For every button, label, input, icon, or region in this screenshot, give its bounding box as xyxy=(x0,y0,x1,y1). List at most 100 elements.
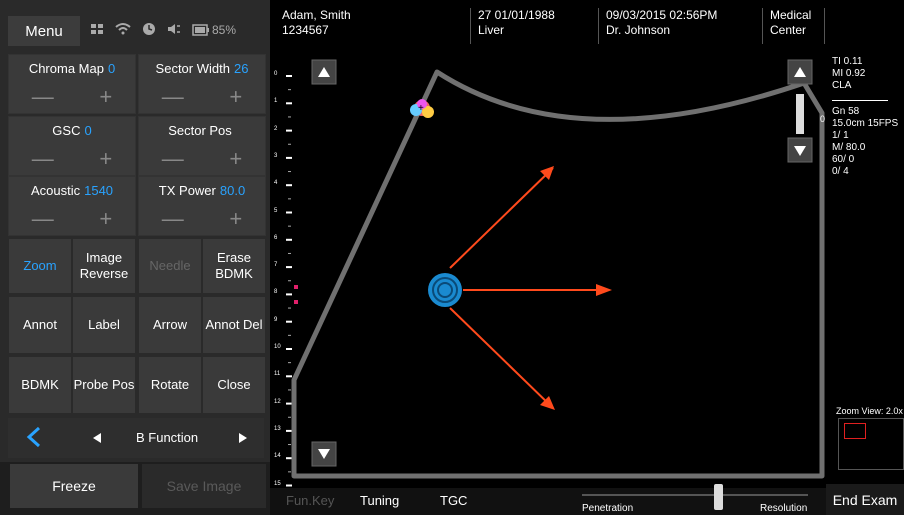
scroll-up-right-button[interactable] xyxy=(787,59,813,85)
depth-label: 8 xyxy=(274,289,278,296)
close-button[interactable]: Close xyxy=(202,356,266,414)
zoom-view-box[interactable] xyxy=(838,418,904,470)
penetration-resolution-track[interactable] xyxy=(582,494,808,496)
bdmk-button[interactable]: BDMK xyxy=(8,356,72,414)
ultrasound-image-area[interactable]: + xyxy=(270,46,832,488)
back-chevron-icon[interactable] xyxy=(26,426,42,453)
sector-width-control: Sector Width 26 — + xyxy=(138,54,266,114)
center-info: Medical Center xyxy=(770,8,811,38)
rotate-button[interactable]: Rotate xyxy=(138,356,202,414)
scroll-up-left-button[interactable] xyxy=(311,59,337,85)
gsc-minus-button[interactable]: — xyxy=(31,146,54,171)
clock-icon xyxy=(142,22,156,39)
probe-position-handle[interactable] xyxy=(428,273,462,307)
sector-pos-plus-button[interactable]: + xyxy=(229,146,243,171)
zoom-button[interactable]: Zoom xyxy=(8,238,72,294)
gsc-plus-button[interactable]: + xyxy=(99,146,113,171)
sector-pos-minus-button[interactable]: — xyxy=(161,146,184,171)
mi-value: MI 0.92 xyxy=(832,68,866,79)
patient-age-dob: 27 01/01/1988 xyxy=(478,8,555,22)
acoustic-plus-button[interactable]: + xyxy=(99,206,113,231)
tx-power-plus-button[interactable]: + xyxy=(229,206,243,231)
patient-name: Adam, Smith xyxy=(282,8,351,22)
next-triangle-icon[interactable] xyxy=(238,431,248,449)
depth-label: 5 xyxy=(274,207,278,214)
depth-label: 13 xyxy=(274,425,281,432)
acoustic-control: Acoustic 1540 — + xyxy=(8,176,136,236)
chroma-map-value: 0 xyxy=(107,61,116,76)
wifi-icon xyxy=(115,22,131,39)
annot-button[interactable]: Annot xyxy=(8,296,72,354)
acoustic-label: Acoustic xyxy=(30,183,81,198)
tx-power-minus-button[interactable]: — xyxy=(161,206,184,231)
arrow-button[interactable]: Arrow xyxy=(138,296,202,354)
sector-width-minus-button[interactable]: — xyxy=(161,84,184,109)
tgc-tab[interactable]: TGC xyxy=(440,493,468,508)
tuning-tab[interactable]: Tuning xyxy=(360,493,400,508)
label-button[interactable]: Label xyxy=(72,296,136,354)
patient-info: Adam, Smith 1234567 xyxy=(282,8,351,38)
fun-key-tab[interactable]: Fun.Key xyxy=(286,493,335,508)
sector-width-value: 26 xyxy=(233,61,249,76)
doctor-name: Dr. Johnson xyxy=(606,23,671,37)
penetration-resolution-thumb[interactable] xyxy=(714,484,723,510)
gsc-control: GSC 0 — + xyxy=(8,116,136,176)
header-divider xyxy=(470,8,471,44)
header-divider xyxy=(762,8,763,44)
param-value-1: 60/ 0 xyxy=(832,154,855,165)
chroma-map-minus-button[interactable]: — xyxy=(31,84,54,109)
header-divider xyxy=(598,8,599,44)
down-triangle-icon xyxy=(794,146,806,156)
svg-text:+: + xyxy=(418,103,424,114)
scroll-down-left-button[interactable] xyxy=(311,441,337,467)
depth-scale-labels: 0 1 2 3 4 5 6 7 8 9 10 11 12 13 14 15 xyxy=(274,46,294,488)
sector-width-plus-button[interactable]: + xyxy=(229,84,243,109)
zoom-region-indicator[interactable] xyxy=(844,423,866,439)
chroma-map-label: Chroma Map xyxy=(28,61,104,76)
gain-slider[interactable] xyxy=(796,94,804,134)
annot-del-button[interactable]: Annot Del xyxy=(202,296,266,354)
end-exam-button[interactable]: End Exam xyxy=(826,484,904,515)
erase-bdmk-button[interactable]: Erase BDMK xyxy=(202,238,266,294)
chroma-map-control: Chroma Map 0 — + xyxy=(8,54,136,114)
chroma-map-plus-button[interactable]: + xyxy=(99,84,113,109)
sector-width-label: Sector Width xyxy=(155,61,230,76)
prev-triangle-icon[interactable] xyxy=(92,431,102,449)
depth-ticks xyxy=(286,75,292,487)
depth-fps-value: 15.0cm 15FPS xyxy=(832,118,899,129)
b-function-bar: B Function xyxy=(8,418,264,458)
depth-label: 1 xyxy=(274,98,278,105)
scroll-down-right-button[interactable] xyxy=(787,137,813,163)
save-image-button[interactable]: Save Image xyxy=(142,464,266,508)
freeze-button[interactable]: Freeze xyxy=(10,464,138,508)
frame-value: 1/ 1 xyxy=(832,130,849,141)
probe-position-arrows[interactable] xyxy=(449,166,612,410)
menu-button[interactable]: Menu xyxy=(8,16,80,46)
sector-pos-control: Sector Pos — + xyxy=(138,116,266,176)
probe-orientation-icon: + xyxy=(410,99,434,118)
depth-label: 6 xyxy=(274,234,278,241)
down-triangle-icon xyxy=(318,449,330,459)
gain-value: Gn 58 xyxy=(832,106,860,117)
acoustic-minus-button[interactable]: — xyxy=(31,206,54,231)
patient-id: 1234567 xyxy=(282,23,329,37)
network-icon xyxy=(90,22,104,39)
sector-outline xyxy=(291,69,825,479)
probe-pos-button[interactable]: Probe Pos xyxy=(72,356,136,414)
penetration-label: Penetration xyxy=(582,503,634,514)
bottom-toolbar xyxy=(270,488,904,515)
needle-button[interactable]: Needle xyxy=(138,238,202,294)
depth-label: 9 xyxy=(274,316,278,323)
acoustic-value: 1540 xyxy=(84,183,114,198)
center-line-1: Medical xyxy=(770,8,812,22)
status-bar: 85% xyxy=(90,14,266,46)
gain-slider-value: 0 xyxy=(820,114,826,124)
depth-label: 0 xyxy=(274,71,278,77)
tx-power-control: TX Power 80.0 — + xyxy=(138,176,266,236)
image-parameters: TI 0.11 MI 0.92 CLA Gn 58 15.0cm 15FPS 1… xyxy=(832,56,904,178)
depth-label: 2 xyxy=(274,125,278,132)
date-info: 09/03/2015 02:56PM Dr. Johnson xyxy=(606,8,717,38)
battery-icon: 85% xyxy=(192,23,236,37)
m-value: M/ 80.0 xyxy=(832,142,866,153)
image-reverse-button[interactable]: Image Reverse xyxy=(72,238,136,294)
